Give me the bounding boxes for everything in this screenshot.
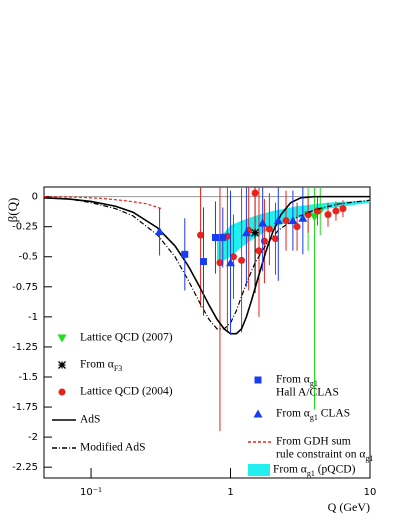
legend-label: From αg1 <box>276 374 318 389</box>
point <box>251 189 259 197</box>
point <box>273 216 283 225</box>
legend-label: Lattice QCD (2007) <box>80 332 173 344</box>
curve <box>43 196 162 210</box>
point <box>238 256 246 264</box>
y-tick-label: -0.5 <box>18 252 38 263</box>
point <box>155 226 165 235</box>
legend-label: From GDH sum <box>276 436 351 448</box>
point <box>199 258 207 266</box>
y-tick-label: -1.25 <box>12 342 38 353</box>
curve <box>43 195 370 335</box>
point <box>282 217 290 225</box>
point <box>271 235 279 243</box>
point <box>216 259 224 267</box>
point <box>309 213 319 222</box>
legend-label: From αg1 (pQCD) <box>273 464 356 479</box>
legend-label: rule constraint on αg1 <box>276 449 373 464</box>
legend-label: Hall A/CLAS <box>276 387 339 399</box>
legend-marker <box>254 376 262 384</box>
point <box>255 247 263 255</box>
point <box>304 211 312 219</box>
point <box>226 258 236 267</box>
x-axis-label: Q (GeV) <box>328 500 370 514</box>
band <box>217 200 370 263</box>
x-tick-label: 10 <box>364 487 377 498</box>
plot-frame <box>43 186 371 479</box>
y-axis-label: β(Q) <box>5 198 20 223</box>
point <box>241 228 251 237</box>
point <box>332 207 340 215</box>
point <box>251 228 260 237</box>
point <box>293 223 301 231</box>
point <box>211 234 219 242</box>
legend-label: Modified AdS <box>80 442 146 454</box>
point <box>197 231 205 239</box>
y-tick-label: -1.75 <box>12 402 38 413</box>
legend-swatch <box>248 464 270 476</box>
y-tick-label: -0.25 <box>12 222 38 233</box>
point <box>339 205 347 213</box>
legend-label: From αF3 <box>80 359 122 374</box>
legend-marker <box>58 388 66 396</box>
y-tick-label: -2.25 <box>12 462 38 473</box>
legend-marker <box>57 334 67 343</box>
y-tick-label: -0.75 <box>12 282 38 293</box>
legend-label: Lattice QCD (2004) <box>80 386 173 398</box>
y-tick-label: -2 <box>28 432 38 443</box>
curve <box>43 197 371 330</box>
legend-marker <box>58 361 66 369</box>
legend-label: AdS <box>80 414 100 426</box>
x-tick-label: 10⁻¹ <box>80 487 102 498</box>
y-tick-label: -1 <box>28 312 38 323</box>
y-tick-label: -1.5 <box>18 372 38 383</box>
point <box>229 253 237 261</box>
point <box>265 225 273 233</box>
legend-marker <box>253 409 263 418</box>
point <box>324 211 332 219</box>
point <box>219 234 227 242</box>
legend-label: From αg1 CLAS <box>276 408 350 423</box>
y-tick-label: 0 <box>32 192 38 203</box>
point <box>298 213 308 222</box>
point <box>258 218 268 227</box>
point <box>288 216 298 225</box>
x-tick-label: 1 <box>227 487 233 498</box>
point <box>181 250 189 258</box>
